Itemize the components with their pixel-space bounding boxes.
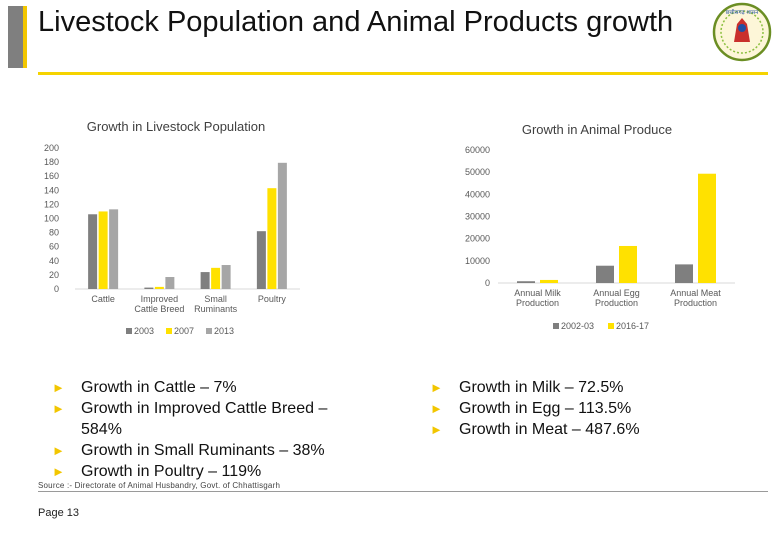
legend-swatch <box>126 328 132 334</box>
y-tick-label: 10000 <box>465 256 490 266</box>
bullet-arrow-icon: ► <box>430 401 443 416</box>
bar-2003 <box>88 214 98 289</box>
bar-2016-17 <box>619 245 637 283</box>
bullet-text: Growth in Egg – 113.5% <box>459 400 632 417</box>
bar-2002-03 <box>675 264 693 283</box>
bullet-arrow-icon: ► <box>52 443 65 458</box>
bar-2007 <box>267 188 277 289</box>
y-tick-label: 0 <box>54 284 59 294</box>
bar-2003 <box>256 231 266 289</box>
bar-2016-17 <box>698 173 716 283</box>
bullet-text: Growth in Meat – 487.6% <box>459 421 640 438</box>
bar-2013 <box>221 265 231 289</box>
x-category-label: Cattle Breed <box>134 304 184 314</box>
source-note: Source :- Directorate of Animal Husbandr… <box>38 481 281 490</box>
legend-swatch <box>206 328 212 334</box>
x-category-label: Production <box>516 298 559 308</box>
legend-swatch <box>166 328 172 334</box>
livestock-growth-item: ► Growth in Improved Cattle Breed – 584% <box>52 398 372 440</box>
y-tick-label: 20 <box>49 270 59 280</box>
y-tick-label: 120 <box>44 199 59 209</box>
produce-growth-item: ► Growth in Milk – 72.5% <box>430 377 750 398</box>
chhattisgarh-emblem-icon: छत्तीसगढ़ शासन <box>712 2 772 62</box>
bullet-text: Growth in Cattle – 7% <box>81 379 237 396</box>
y-tick-label: 60000 <box>465 145 490 155</box>
bar-2002-03 <box>517 281 535 283</box>
bullet-arrow-icon: ► <box>430 380 443 395</box>
bullet-text: Growth in Milk – 72.5% <box>459 379 624 396</box>
bullet-arrow-icon: ► <box>52 401 65 416</box>
legend-swatch <box>553 323 559 329</box>
y-tick-label: 30000 <box>465 212 490 222</box>
emblem-text: छत्तीसगढ़ शासन <box>726 9 760 16</box>
y-tick-label: 100 <box>44 214 59 224</box>
bullet-text: Growth in Improved Cattle Breed – 584% <box>81 400 328 438</box>
slide-title: Livestock Population and Animal Products… <box>38 6 674 38</box>
animal-produce-chart: Growth in Animal Produce 0 10000 20000 30000… <box>465 122 735 331</box>
y-tick-label: 40 <box>49 256 59 266</box>
title-underline <box>38 72 768 75</box>
produce-growth-list: ► Growth in Milk – 72.5% ► Growth in Egg – … <box>430 377 750 440</box>
y-tick-label: 40000 <box>465 189 490 199</box>
x-category-label: Annual Milk <box>514 288 561 298</box>
livestock-growth-list: ► Growth in Cattle – 7% ► Growth in Improve… <box>52 377 372 482</box>
x-category-label: Cattle <box>91 294 115 304</box>
produce-growth-item: ► Growth in Meat – 487.6% <box>430 419 750 440</box>
legend-label: 2007 <box>174 326 194 336</box>
bar-2003 <box>200 272 210 289</box>
bar-2016-17 <box>540 279 558 283</box>
x-category-label: Small <box>204 294 227 304</box>
footer-divider <box>38 491 768 492</box>
y-tick-label: 140 <box>44 185 59 195</box>
chart-title: Growth in Livestock Population <box>87 119 265 134</box>
bullet-arrow-icon: ► <box>52 464 65 479</box>
bullet-text: Growth in Poultry – 119% <box>81 463 262 480</box>
bar-2007 <box>211 267 221 289</box>
x-category-label: Annual Egg <box>593 288 640 298</box>
y-tick-label: 50000 <box>465 167 490 177</box>
bar-2007 <box>154 286 164 289</box>
x-category-label: Ruminants <box>194 304 238 314</box>
bar-2013 <box>165 277 175 289</box>
x-category-label: Production <box>674 298 717 308</box>
bullet-arrow-icon: ► <box>52 380 65 395</box>
x-category-label: Improved <box>141 294 179 304</box>
bar-2007 <box>98 211 108 289</box>
y-tick-label: 160 <box>44 171 59 181</box>
y-tick-label: 60 <box>49 242 59 252</box>
livestock-growth-item: ► Growth in Cattle – 7% <box>52 377 372 398</box>
legend-label: 2003 <box>134 326 154 336</box>
bar-2013 <box>109 209 119 289</box>
livestock-population-chart: Growth in Livestock Population 0 20 40 60 80 1… <box>44 119 300 336</box>
bullet-arrow-icon: ► <box>430 422 443 437</box>
legend-swatch <box>608 323 614 329</box>
livestock-growth-item: ► Growth in Small Ruminants – 38% <box>52 440 372 461</box>
y-tick-label: 20000 <box>465 234 490 244</box>
y-tick-label: 200 <box>44 143 59 153</box>
legend-label: 2013 <box>214 326 234 336</box>
bar-2003 <box>144 287 154 289</box>
bar-2002-03 <box>596 265 614 283</box>
y-tick-label: 0 <box>485 278 490 288</box>
bar-2013 <box>277 162 287 289</box>
livestock-growth-item: ► Growth in Poultry – 119% <box>52 461 372 482</box>
x-category-label: Annual Meat <box>670 288 721 298</box>
bullet-text: Growth in Small Ruminants – 38% <box>81 442 325 459</box>
x-category-label: Poultry <box>258 294 287 304</box>
y-tick-label: 80 <box>49 228 59 238</box>
y-tick-label: 180 <box>44 157 59 167</box>
page-number: Page 13 <box>38 507 79 519</box>
legend-label: 2002-03 <box>561 321 594 331</box>
produce-growth-item: ► Growth in Egg – 113.5% <box>430 398 750 419</box>
chart-title: Growth in Animal Produce <box>522 122 672 137</box>
title-accent-bar <box>8 6 27 68</box>
x-category-label: Production <box>595 298 638 308</box>
legend-label: 2016-17 <box>616 321 649 331</box>
